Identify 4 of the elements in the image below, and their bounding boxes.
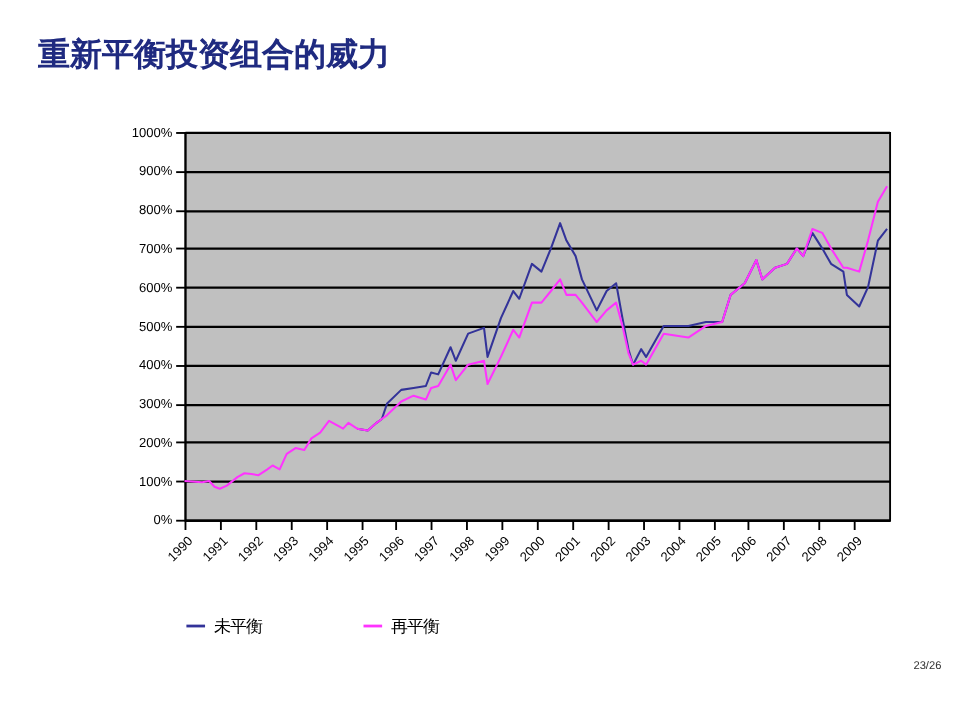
legend-label: 再平衡 [391, 615, 440, 636]
legend-label: 未平衡 [214, 615, 263, 636]
chart-title: 重新平衡投资组合的威力 [35, 34, 390, 73]
line-series [183, 185, 889, 490]
